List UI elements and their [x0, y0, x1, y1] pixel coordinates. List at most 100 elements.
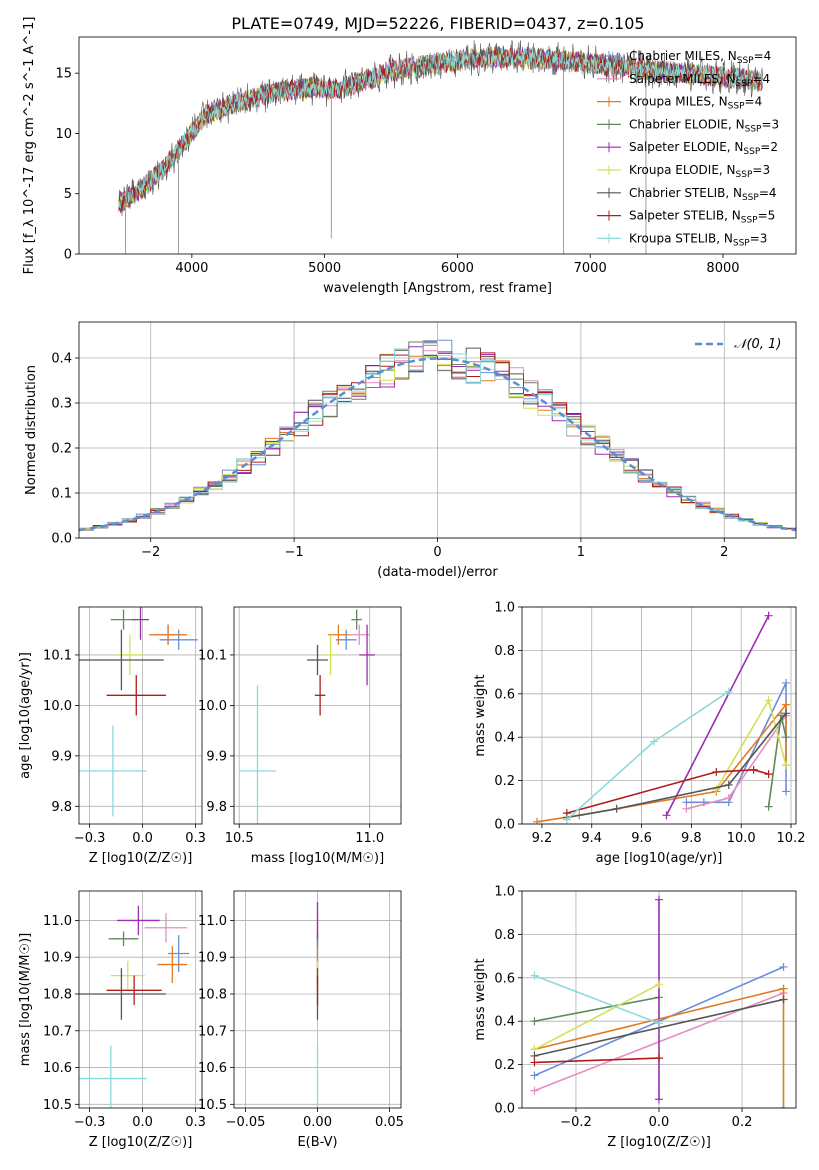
x-tick-label: 0.3: [185, 1115, 206, 1130]
errorbar-point: [239, 685, 276, 824]
legend-label: 𝒩(0, 1): [734, 337, 781, 352]
normal-curve: [79, 357, 796, 532]
errorbar-point: [108, 931, 139, 947]
weight-marker: [782, 761, 791, 770]
weight-marker: [782, 709, 791, 718]
errorbar-point: [148, 624, 188, 645]
legend-count: =3: [752, 163, 770, 177]
y-tick-label: 0.2: [51, 442, 72, 457]
y-tick-label: 5: [64, 187, 72, 202]
weight-marker: [655, 1054, 663, 1063]
y-tick-label: 10.1: [198, 648, 227, 663]
x-axis-label: Z [log10(Z/Z☉)]: [89, 1135, 193, 1150]
x-axis-label: Z [log10(Z/Z☉)]: [89, 851, 193, 866]
errorbar-point: [159, 629, 198, 650]
axes-weight_vs_age: 9.2 9.4 9.6 9.8 10.0 10.2 0.0 0.2 0.4 0.6 0.8 1.0 ag…: [473, 601, 805, 867]
figure-title: PLATE=0749, MJD=52226, FIBERID=0437, z=0…: [231, 14, 644, 33]
errorbar-point: [79, 725, 147, 817]
y-tick-label: 1.0: [494, 885, 515, 900]
weight-marker: [779, 995, 788, 1004]
y-tick-label: 0.0: [494, 1102, 515, 1117]
y-tick-label: 0.8: [494, 644, 515, 659]
x-tick-label: −0.3: [74, 831, 106, 846]
weight-marker: [532, 817, 541, 824]
y-tick-label: 15: [55, 67, 72, 82]
legend-series-name: Kroupa ELODIE, N: [629, 163, 736, 177]
legend-subscript: SSP: [741, 216, 758, 226]
spectrum-line: [118, 40, 763, 216]
x-tick-label: 10.5: [225, 831, 254, 846]
legend-subscript: SSP: [743, 147, 760, 157]
weight-marker: [764, 770, 773, 779]
x-tick-label: 10.0: [727, 831, 756, 846]
y-tick-label: 0.8: [494, 928, 515, 943]
x-tick-label: 0: [433, 545, 441, 560]
weight-marker: [764, 802, 773, 811]
errorbar-point: [168, 935, 190, 972]
legend-subscript: SSP: [742, 193, 759, 203]
y-tick-label: 0.3: [51, 397, 72, 412]
spectrum-line: [118, 46, 763, 210]
axes-mass_vs_Z: −0.3 0.0 0.3 10.5 10.6 10.7 10.8 10.9 11.0 Z [log…: [18, 890, 206, 1150]
legend-label: Chabrier STELIB, NSSP=4: [629, 186, 777, 203]
errorbar-point: [106, 675, 166, 716]
axes-frame: [521, 890, 797, 1109]
plot-area-weight_vs_Z: [530, 895, 788, 1108]
weight-marker: [712, 767, 721, 776]
weight-line: [534, 974, 660, 1025]
weight-line: [715, 698, 787, 790]
weight-marker: [782, 700, 791, 709]
y-tick-label: 10.0: [43, 699, 72, 714]
legend-label: Salpeter ELODIE, NSSP=2: [629, 140, 778, 157]
x-tick-label: −0.05: [226, 1115, 266, 1130]
axes-frame: [521, 606, 797, 825]
errorbar-point: [307, 644, 328, 676]
axes-frame: [78, 321, 797, 539]
y-tick-label: 0: [64, 248, 72, 263]
weight-marker: [562, 815, 571, 824]
legend-label: Salpeter STELIB, NSSP=5: [629, 209, 775, 226]
weight-line: [534, 983, 660, 1051]
legend-label: Chabrier MILES, NSSP=4: [629, 49, 771, 66]
weight-marker: [530, 1086, 539, 1095]
axes-frame: [78, 606, 203, 825]
y-tick-label: 1.0: [494, 601, 515, 616]
legend-label: Kroupa ELODIE, NSSP=3: [629, 163, 770, 180]
legend-series-name: Kroupa MILES, N: [629, 95, 728, 109]
y-tick-label: 0.2: [494, 774, 515, 789]
x-axis-label: age [log10(age/yr)]: [596, 851, 723, 866]
weight-marker: [662, 811, 671, 820]
x-tick-label: 0.0: [132, 1115, 153, 1130]
errorbar-point: [314, 675, 326, 716]
y-tick-label: 9.9: [206, 749, 227, 764]
legend-label: Chabrier ELODIE, NSSP=3: [629, 117, 779, 134]
y-axis-label: Flux [f_λ 10^-17 erg cm^-2 s^-1 A^-1]: [22, 17, 37, 275]
x-tick-label: 1: [577, 545, 585, 560]
errorbar-point: [157, 946, 188, 983]
x-tick-label: 2: [720, 545, 728, 560]
y-tick-label: 10.5: [198, 1098, 227, 1113]
x-tick-label: 5000: [308, 261, 341, 276]
y-tick-label: 10.9: [198, 951, 227, 966]
weight-marker: [779, 984, 788, 993]
legend: 𝒩(0, 1): [695, 337, 781, 352]
x-tick-label: 7000: [574, 261, 607, 276]
errorbar-point: [335, 629, 357, 650]
legend-count: =2: [760, 140, 778, 154]
weight-marker: [749, 765, 758, 774]
x-axis-label: Z [log10(Z/Z☉)]: [607, 1135, 711, 1150]
y-tick-label: 0.2: [494, 1058, 515, 1073]
x-tick-label: 10.2: [777, 831, 806, 846]
weight-marker: [782, 733, 791, 742]
y-axis-label: mass weight: [473, 674, 488, 756]
y-tick-label: 10.6: [198, 1061, 227, 1076]
weight-marker: [782, 787, 791, 796]
histogram-step: [79, 340, 796, 530]
y-tick-label: 10.8: [198, 987, 227, 1002]
legend-series-name: Salpeter MILES, N: [629, 72, 736, 86]
legend-count: =3: [761, 117, 779, 131]
x-tick-label: 6000: [441, 261, 474, 276]
x-tick-label: −0.2: [560, 1115, 592, 1130]
weight-line: [566, 712, 787, 819]
y-tick-label: 0.1: [51, 487, 72, 502]
